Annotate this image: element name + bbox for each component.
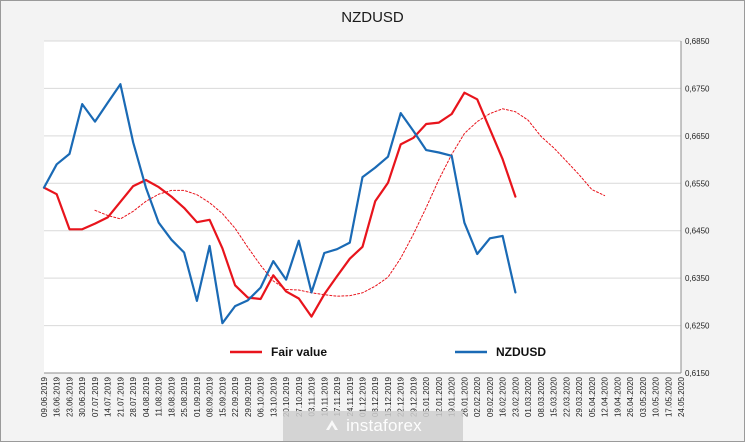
x-tick-label: 20.10.2019	[282, 376, 291, 417]
x-tick-label: 21.07.2019	[116, 376, 125, 417]
y-tick-label: 0,6150	[685, 369, 710, 378]
x-tick-label: 26.04.2020	[626, 376, 635, 417]
x-tick-label: 16.02.2020	[499, 376, 508, 417]
x-tick-label: 14.07.2019	[104, 376, 113, 417]
x-tick-label: 10.05.2020	[652, 376, 661, 417]
y-tick-label: 0,6450	[685, 227, 710, 236]
x-tick-label: 19.01.2020	[448, 376, 457, 417]
x-tick-label: 10.11.2019	[320, 376, 329, 416]
x-tick-label: 01.03.2020	[524, 376, 533, 417]
x-tick-label: 09.06.2019	[40, 376, 49, 417]
x-tick-label: 12.01.2020	[435, 376, 444, 417]
legend-fair-value-label: Fair value	[271, 345, 327, 359]
x-tick-label: 05.01.2020	[422, 376, 431, 417]
x-tick-label: 18.08.2019	[167, 376, 176, 417]
fair-value-trend-line	[94, 108, 606, 297]
x-tick-label: 27.10.2019	[295, 376, 304, 417]
x-tick-label: 22.12.2019	[397, 376, 406, 417]
x-tick-label: 15.03.2020	[550, 376, 559, 417]
y-tick-label: 0,6350	[685, 274, 710, 283]
y-tick-label: 0,6850	[685, 37, 710, 46]
x-tick-label: 15.09.2019	[218, 376, 227, 417]
x-tick-label: 29.03.2020	[575, 376, 584, 417]
x-tick-label: 08.12.2019	[371, 376, 380, 417]
x-tick-label: 16.06.2019	[53, 376, 62, 417]
x-tick-label: 03.11.2019	[308, 376, 317, 416]
x-tick-label: 24.11.2019	[346, 376, 355, 416]
x-tick-label: 30.06.2019	[78, 376, 87, 417]
x-tick-label: 22.03.2020	[562, 376, 571, 417]
x-tick-label: 06.10.2019	[257, 376, 266, 417]
legend-nzdusd-label: NZDUSD	[496, 345, 546, 359]
x-tick-label: 13.10.2019	[269, 376, 278, 417]
x-tick-label: 01.09.2019	[193, 376, 202, 417]
x-tick-label: 17.05.2020	[664, 376, 673, 417]
x-tick-label: 23.06.2019	[65, 376, 74, 417]
x-tick-label: 17.11.2019	[333, 376, 342, 416]
x-tick-label: 15.12.2019	[384, 376, 393, 417]
fair-value-line	[42, 91, 517, 318]
x-tick-label: 03.05.2020	[639, 376, 648, 417]
chart-title: NZDUSD	[341, 9, 404, 26]
plot-area	[44, 41, 681, 373]
watermark: instaforex	[283, 411, 463, 441]
watermark-text: instaforex	[346, 416, 422, 435]
x-tick-label: 24.05.2020	[677, 376, 686, 417]
x-tick-label: 12.04.2020	[601, 376, 610, 417]
x-tick-label: 19.04.2020	[613, 376, 622, 417]
x-tick-label: 26.01.2020	[460, 376, 469, 417]
instaforex-logo-icon	[326, 420, 339, 430]
x-tick-label: 29.09.2019	[244, 376, 253, 417]
x-tick-label: 23.02.2020	[511, 376, 520, 417]
x-tick-label: 11.08.2019	[155, 376, 164, 416]
nzdusd-line	[42, 83, 517, 325]
x-tick-label: 29.12.2019	[409, 376, 418, 417]
y-tick-label: 0,6250	[685, 322, 710, 331]
x-tick-label: 28.07.2019	[129, 376, 138, 417]
x-tick-label: 05.04.2020	[588, 376, 597, 417]
x-tick-label: 01.12.2019	[359, 376, 368, 417]
x-tick-label: 22.09.2019	[231, 376, 240, 417]
x-tick-label: 25.08.2019	[180, 376, 189, 417]
y-tick-label: 0,6650	[685, 132, 710, 141]
x-tick-label: 09.02.2020	[486, 376, 495, 417]
y-tick-label: 0,6550	[685, 179, 710, 188]
x-tick-label: 08.03.2020	[537, 376, 546, 417]
x-tick-label: 02.02.2020	[473, 376, 482, 417]
x-tick-label: 08.09.2019	[206, 376, 215, 417]
x-tick-label: 07.07.2019	[91, 376, 100, 417]
x-tick-label: 04.08.2019	[142, 376, 151, 417]
y-tick-label: 0,6750	[685, 84, 710, 93]
